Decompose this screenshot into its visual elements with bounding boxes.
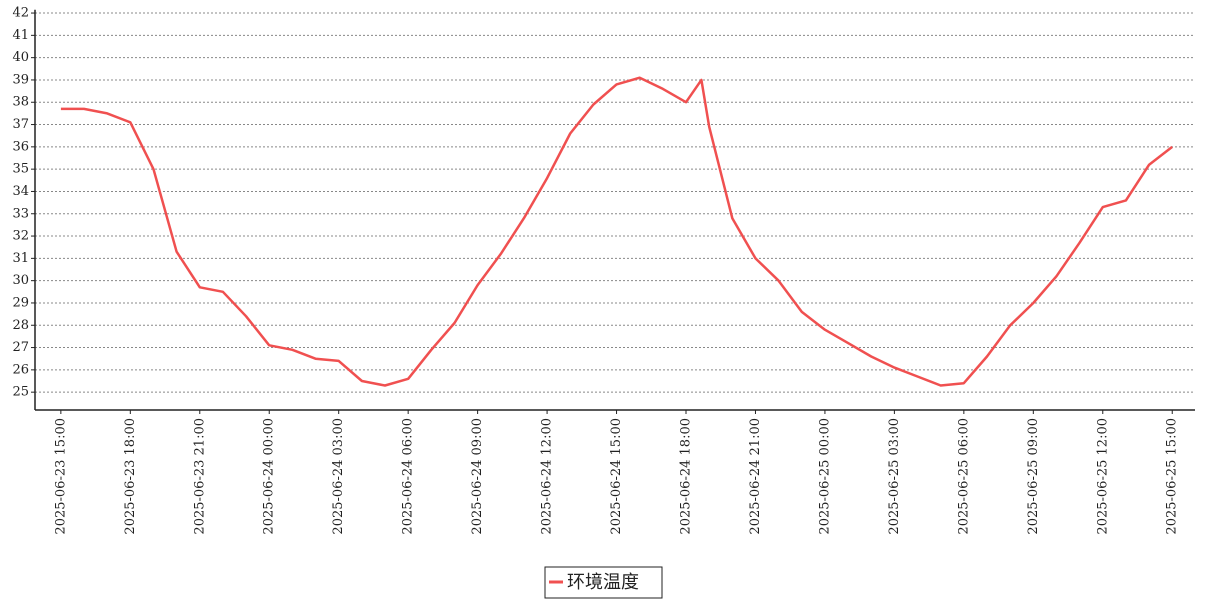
y-tick-label: 41 — [12, 28, 29, 43]
series-line — [60, 76, 1173, 387]
y-tick-label: 31 — [12, 251, 29, 266]
y-tick-label: 28 — [12, 318, 29, 333]
y-tick-label: 42 — [12, 6, 29, 21]
y-tick-label: 26 — [12, 362, 29, 377]
x-tick-label: 2025-06-25 06:00 — [956, 418, 971, 535]
x-tick-label: 2025-06-24 00:00 — [262, 418, 277, 535]
x-tick-label: 2025-06-23 15:00 — [53, 418, 68, 535]
legend-box — [544, 566, 663, 599]
x-tick-label: 2025-06-24 12:00 — [540, 418, 555, 535]
y-tick-label: 35 — [12, 162, 29, 177]
x-tick-label: 2025-06-25 09:00 — [1026, 418, 1041, 535]
y-tick-label: 30 — [12, 273, 29, 288]
y-tick-label: 37 — [12, 117, 29, 132]
x-tick-label: 2025-06-24 09:00 — [470, 418, 485, 535]
y-tick-label: 36 — [12, 139, 29, 154]
x-tick-label: 2025-06-25 03:00 — [887, 418, 902, 535]
x-tick-label: 2025-06-25 12:00 — [1095, 418, 1110, 535]
x-tick-label: 2025-06-24 21:00 — [748, 418, 763, 535]
x-tick-label: 2025-06-24 06:00 — [401, 418, 416, 535]
x-tick-label: 2025-06-24 18:00 — [679, 418, 694, 535]
x-tick-label: 2025-06-25 00:00 — [817, 418, 832, 535]
x-tick-label: 2025-06-23 18:00 — [123, 418, 138, 535]
y-tick-label: 32 — [12, 229, 29, 244]
x-tick-label: 2025-06-23 21:00 — [192, 418, 207, 535]
y-tick-label: 39 — [12, 72, 29, 87]
x-tick-label: 2025-06-24 03:00 — [331, 418, 346, 535]
x-tick-label: 2025-06-25 15:00 — [1165, 418, 1180, 535]
x-tick-label: 2025-06-24 15:00 — [609, 418, 624, 535]
y-tick-label: 33 — [12, 206, 29, 221]
y-tick-label: 25 — [12, 385, 29, 400]
y-tick-label: 34 — [12, 184, 29, 199]
y-tick-label: 38 — [12, 95, 29, 110]
y-tick-label: 27 — [12, 340, 29, 355]
y-tick-label: 40 — [12, 50, 29, 65]
y-tick-label: 29 — [12, 295, 29, 310]
legend-label: 环境温度 — [567, 572, 639, 593]
